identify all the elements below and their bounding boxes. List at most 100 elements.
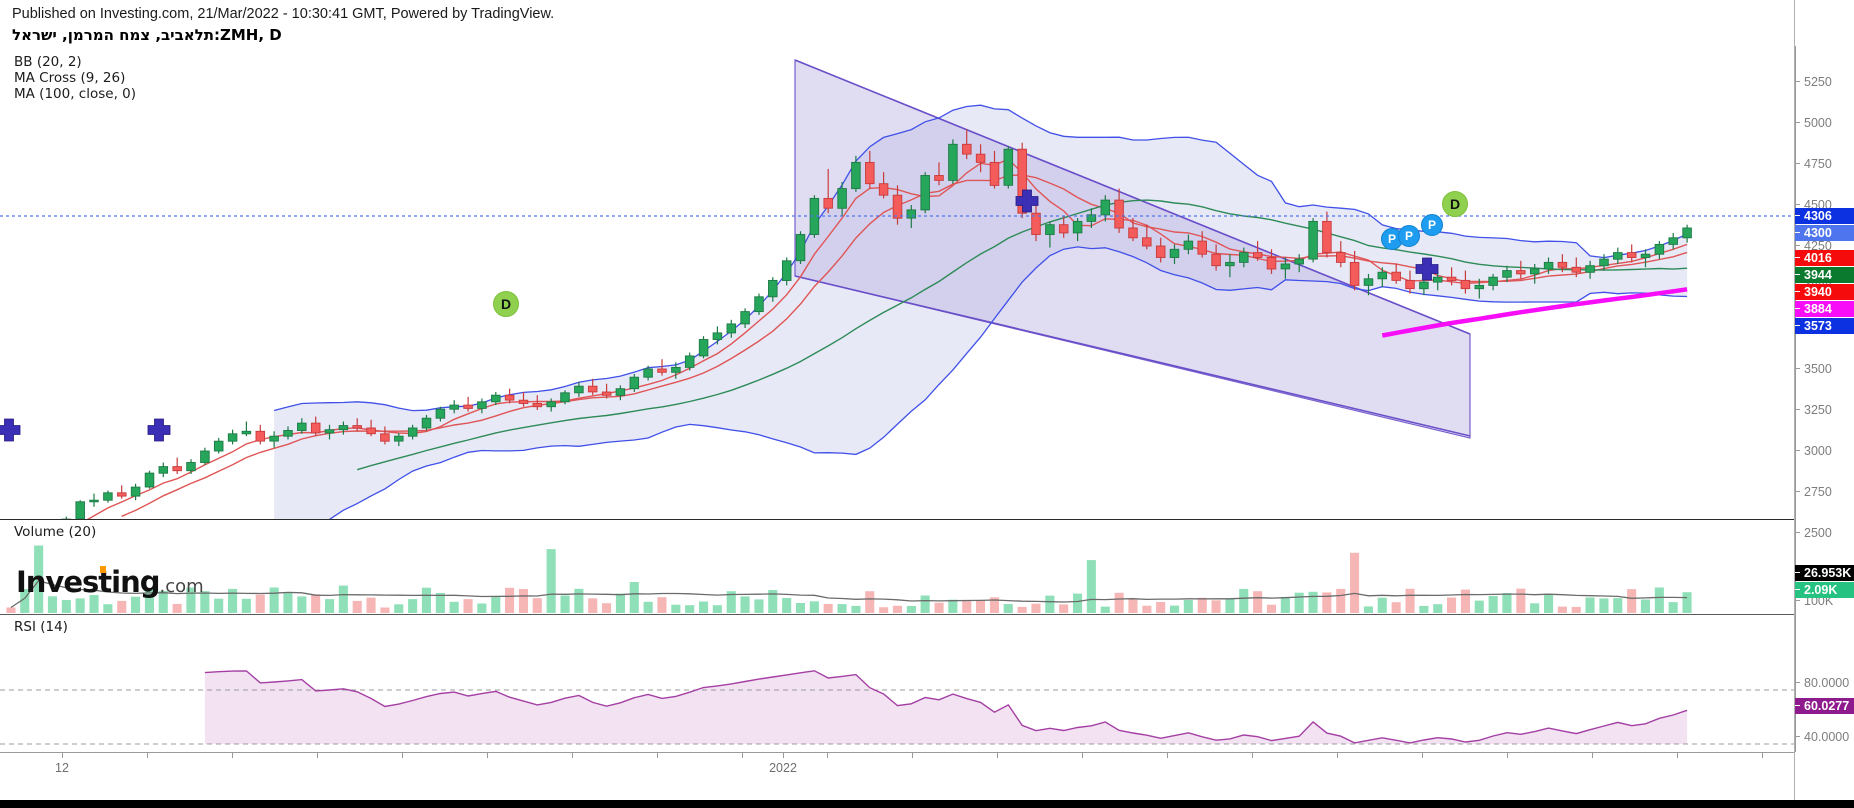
volume-bar[interactable] — [976, 600, 986, 613]
candle-body[interactable] — [1474, 284, 1485, 290]
volume-bar[interactable] — [699, 601, 709, 614]
volume-bar[interactable] — [421, 587, 431, 613]
candle-body[interactable] — [1017, 148, 1027, 214]
volume-bar[interactable] — [1017, 606, 1027, 613]
candle-body[interactable] — [255, 430, 266, 442]
volume-bar[interactable] — [560, 595, 570, 614]
volume-bar[interactable] — [228, 588, 238, 613]
divergence-marker[interactable]: D — [493, 291, 519, 317]
candle-body[interactable] — [1557, 261, 1568, 268]
volume-bar[interactable] — [200, 591, 210, 613]
candle-body[interactable] — [532, 402, 543, 408]
candle-body[interactable] — [324, 429, 335, 434]
candle-body[interactable] — [394, 435, 404, 442]
price-value-label[interactable]: 4306 — [1795, 208, 1854, 224]
candle-body[interactable] — [449, 404, 459, 410]
candle-body[interactable] — [989, 161, 1000, 186]
volume-bar[interactable] — [20, 589, 30, 613]
candle-body[interactable] — [1294, 258, 1304, 265]
volume-pane-title[interactable]: Volume (20) — [14, 524, 97, 540]
candle-body[interactable] — [75, 501, 85, 520]
candle-body[interactable] — [1502, 270, 1512, 278]
volume-bar[interactable] — [1059, 604, 1069, 613]
volume-bar[interactable] — [1363, 606, 1373, 613]
volume-bar[interactable] — [1447, 597, 1457, 614]
candle-body[interactable] — [158, 466, 169, 474]
candle-body[interactable] — [795, 234, 806, 262]
candle-body[interactable] — [1280, 263, 1291, 270]
volume-bar[interactable] — [657, 597, 667, 613]
volume-bar[interactable] — [463, 599, 473, 613]
candle-body[interactable] — [1142, 237, 1152, 247]
candle-body[interactable] — [574, 385, 584, 394]
candle-body[interactable] — [823, 197, 833, 209]
candle-body[interactable] — [463, 404, 473, 409]
volume-bar[interactable] — [1460, 589, 1470, 613]
volume-bar[interactable] — [1266, 604, 1276, 613]
volume-bar[interactable] — [1086, 560, 1096, 613]
volume-bar[interactable] — [75, 598, 85, 613]
volume-bar[interactable] — [172, 603, 182, 613]
candle-body[interactable] — [865, 161, 875, 185]
volume-bar[interactable] — [158, 591, 168, 613]
rsi-pane[interactable] — [0, 615, 1794, 752]
volume-bar[interactable] — [269, 587, 279, 614]
candle-body[interactable] — [643, 368, 653, 378]
volume-bar[interactable] — [588, 598, 598, 613]
candle-body[interactable] — [518, 399, 529, 404]
candle-body[interactable] — [1155, 245, 1166, 258]
candle-body[interactable] — [1405, 279, 1415, 290]
volume-bar[interactable] — [1114, 592, 1124, 613]
candle-body[interactable] — [1363, 278, 1374, 286]
volume-bar[interactable] — [629, 582, 639, 613]
candle-body[interactable] — [1516, 270, 1526, 275]
candle-body[interactable] — [754, 296, 764, 313]
price-value-label[interactable]: 4016 — [1795, 250, 1854, 266]
candle-body[interactable] — [1682, 227, 1692, 239]
candle-body[interactable] — [338, 425, 349, 431]
candle-body[interactable] — [1100, 199, 1111, 216]
legend-item-ma100[interactable]: MA (100, close, 0) — [14, 86, 137, 103]
candle-body[interactable] — [1585, 265, 1595, 273]
volume-bar[interactable] — [1239, 588, 1249, 613]
candle-body[interactable] — [1336, 252, 1346, 263]
volume-bar[interactable] — [214, 598, 224, 613]
candle-body[interactable] — [477, 401, 487, 409]
volume-bar[interactable] — [837, 604, 847, 613]
volume-bar[interactable] — [962, 600, 972, 613]
volume-bar[interactable] — [380, 607, 390, 614]
candle-body[interactable] — [726, 323, 737, 334]
candle-body[interactable] — [1169, 248, 1180, 258]
candle-body[interactable] — [1460, 279, 1471, 290]
volume-bar[interactable] — [1585, 597, 1595, 614]
volume-bar[interactable] — [1170, 605, 1180, 613]
candle-body[interactable] — [975, 153, 986, 163]
volume-bar[interactable] — [574, 588, 584, 613]
volume-bar[interactable] — [1502, 593, 1512, 613]
candle-body[interactable] — [1322, 220, 1332, 254]
candle-body[interactable] — [1183, 240, 1194, 250]
price-value-label[interactable]: 3940 — [1795, 284, 1854, 300]
ma-cross-marker[interactable] — [1415, 257, 1439, 281]
volume-bar[interactable] — [892, 605, 902, 613]
volume-bar[interactable] — [1031, 603, 1041, 613]
candle-body[interactable] — [213, 440, 224, 452]
volume-bar[interactable] — [795, 603, 805, 613]
volume-bar[interactable] — [255, 594, 265, 613]
candle-body[interactable] — [1072, 220, 1083, 234]
volume-bar[interactable] — [449, 601, 459, 613]
candle-body[interactable] — [1031, 212, 1041, 235]
price-value-label[interactable]: 60.0277 — [1795, 698, 1854, 714]
volume-bar[interactable] — [103, 604, 113, 613]
volume-bar[interactable] — [726, 591, 736, 613]
volume-bar[interactable] — [1391, 602, 1401, 613]
candle-body[interactable] — [934, 175, 944, 181]
volume-bar[interactable] — [671, 604, 681, 613]
candle-body[interactable] — [186, 462, 196, 472]
candle-body[interactable] — [601, 391, 612, 396]
candle-body[interactable] — [1640, 253, 1651, 258]
candle-body[interactable] — [1654, 243, 1665, 255]
volume-bar[interactable] — [117, 600, 127, 613]
candle-body[interactable] — [1058, 224, 1069, 234]
volume-bar[interactable] — [1308, 591, 1318, 613]
